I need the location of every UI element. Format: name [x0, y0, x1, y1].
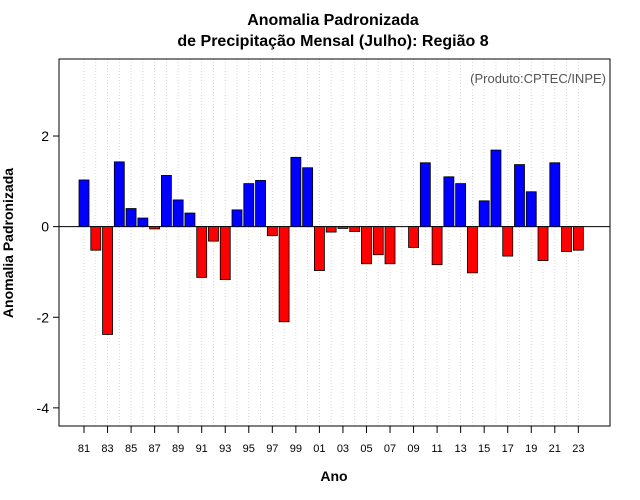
bar-88 — [160, 175, 172, 228]
x-tick-label: 15 — [478, 443, 490, 455]
bars — [78, 149, 584, 335]
bar-02 — [325, 226, 337, 233]
bar-16 — [490, 149, 502, 228]
x-tick-label: 83 — [101, 443, 113, 455]
bar-05 — [361, 226, 372, 265]
bar-81 — [78, 179, 90, 228]
x-tick-label: 87 — [148, 443, 160, 455]
x-tick-label: 17 — [502, 443, 514, 455]
x-tick-label: 11 — [431, 443, 442, 455]
x-tick-label: 95 — [243, 443, 255, 455]
x-tick-label: 23 — [572, 443, 584, 455]
bar-90 — [184, 212, 196, 228]
chart-subtitle: de Precipitação Mensal (Julho): Região 8 — [177, 33, 488, 50]
bar-06 — [372, 226, 384, 256]
bar-17 — [502, 226, 514, 257]
x-tick-label: 91 — [196, 443, 208, 455]
y-axis-label: Anomalia Padronizada — [0, 168, 16, 318]
y-tick-label: -4 — [37, 400, 50, 416]
bar-07 — [384, 226, 396, 265]
x-tick-label: 03 — [337, 443, 349, 455]
x-tick-label: 07 — [384, 443, 396, 455]
bar-98 — [278, 226, 290, 323]
chart-title: Anomalia Padronizada — [247, 12, 419, 29]
x-tick-label: 05 — [360, 443, 372, 455]
bar-18 — [514, 164, 525, 228]
x-tick-label: 81 — [78, 443, 90, 455]
bar-04 — [349, 226, 361, 233]
x-axis: 81 83 85 87 89 91 93 95 97 99 01 03 05 07 09 11 13 15 17 19… — [78, 426, 584, 455]
y-tick-label: 2 — [41, 128, 49, 144]
bar-21 — [549, 162, 561, 228]
x-tick-label: 97 — [266, 443, 278, 455]
bar-11 — [431, 226, 443, 266]
bar-84 — [113, 161, 125, 228]
bar-93 — [219, 226, 231, 281]
bar-09 — [408, 226, 419, 248]
bar-10 — [419, 162, 431, 228]
x-tick-label: 99 — [290, 443, 302, 455]
x-tick-label: 21 — [549, 443, 561, 455]
bar-86 — [137, 217, 149, 228]
bar-03 — [337, 226, 349, 229]
x-tick-label: 89 — [172, 443, 184, 455]
bar-20 — [537, 226, 549, 262]
bar-12 — [443, 176, 455, 228]
bar-94 — [231, 209, 243, 228]
x-tick-label: 85 — [125, 443, 137, 455]
bar-99 — [290, 156, 302, 228]
x-tick-label: 93 — [219, 443, 231, 455]
bar-14 — [467, 226, 478, 274]
bar-13 — [455, 183, 467, 228]
bar-22 — [561, 226, 572, 252]
bar-15 — [478, 200, 490, 228]
x-axis-label: Ano — [320, 468, 347, 484]
bar-19 — [525, 191, 537, 228]
x-tick-label: 13 — [455, 443, 467, 455]
plot-frame — [58, 58, 611, 427]
bar-89 — [172, 199, 184, 228]
y-tick-label: 0 — [41, 219, 49, 235]
bar-83 — [102, 226, 113, 335]
bar-97 — [266, 226, 278, 237]
bar-23 — [572, 226, 584, 251]
credit-text: (Produto:CPTEC/INPE) — [470, 71, 606, 86]
bar-91 — [196, 226, 208, 278]
bar-85 — [125, 208, 137, 228]
bar-92 — [208, 226, 219, 242]
bar-96 — [255, 180, 266, 228]
x-tick-label: 19 — [525, 443, 537, 455]
bar-01 — [313, 226, 325, 271]
y-axis: -4 -2 0 2 — [37, 128, 59, 416]
x-tick-label: 01 — [313, 443, 325, 455]
bar-95 — [243, 183, 255, 228]
bar-87 — [149, 226, 161, 230]
x-tick-label: 09 — [407, 443, 419, 455]
bar-82 — [90, 226, 102, 251]
bar-00 — [302, 167, 314, 228]
y-tick-label: -2 — [37, 309, 50, 325]
